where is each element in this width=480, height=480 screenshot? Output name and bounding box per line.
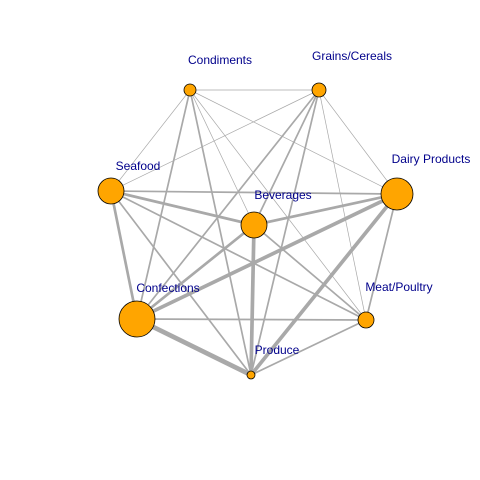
edge-dairy-confections — [135, 192, 399, 321]
node-label-beverages: Beverages — [254, 188, 311, 202]
edge-beverages-confections — [135, 223, 256, 321]
edge-condiments-produce — [189, 89, 252, 376]
edge-confections-meat — [136, 318, 367, 321]
edge-dairy-meat — [365, 193, 398, 321]
edge-grains-beverages — [253, 89, 320, 226]
node-label-produce: Produce — [255, 343, 300, 357]
edge-meat-produce — [250, 319, 367, 376]
node-label-seafood: Seafood — [116, 159, 161, 173]
edge-seafood-dairy — [110, 190, 398, 195]
edge-layer — [109, 89, 399, 378]
edge-condiments-beverages — [189, 89, 255, 226]
edge-confections-produce — [134, 316, 254, 378]
edge-seafood-confections — [109, 189, 139, 321]
edge-grains-confections — [136, 89, 320, 320]
node-label-condiments: Condiments — [188, 53, 252, 67]
node-seafood — [97, 177, 125, 205]
node-beverages — [240, 211, 268, 239]
node-dairy — [380, 177, 414, 211]
edge-grains-produce — [250, 89, 320, 376]
node-label-grains: Grains/Cereals — [312, 49, 392, 63]
edge-grains-dairy — [318, 89, 398, 195]
node-condiments — [183, 83, 197, 97]
node-label-meat: Meat/Poultry — [365, 280, 432, 294]
edge-seafood-beverages — [109, 189, 256, 227]
node-layer — [97, 82, 414, 380]
edge-beverages-produce — [249, 223, 256, 377]
node-label-dairy: Dairy Products — [392, 152, 471, 166]
label-layer: Condiments Grains/Cereals Seafood Dairy Pro… — [116, 49, 471, 357]
node-label-confections: Confections — [136, 281, 199, 295]
node-meat — [357, 311, 375, 329]
node-produce — [246, 370, 256, 380]
edge-grains-seafood — [110, 89, 320, 192]
node-grains — [311, 82, 327, 98]
edge-condiments-seafood — [110, 89, 191, 192]
node-confections — [118, 300, 156, 338]
edge-seafood-meat — [110, 190, 367, 321]
edge-condiments-meat — [189, 89, 367, 321]
edge-beverages-meat — [253, 224, 367, 321]
edge-dairy-beverages — [252, 192, 399, 227]
